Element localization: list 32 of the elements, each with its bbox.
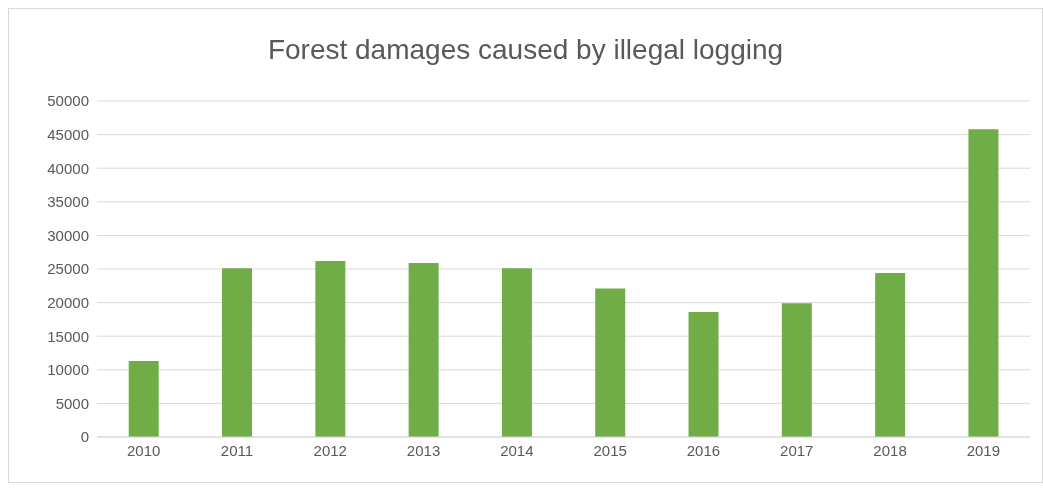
x-tick-label: 2012 [313,441,347,459]
x-tick-label: 2013 [406,441,441,459]
y-tick-label: 10000 [47,361,89,379]
chart-title: Forest damages caused by illegal logging [266,33,785,67]
y-tick-label: 30000 [47,226,89,244]
x-tick-label: 2019 [966,441,1001,459]
y-tick-label: 40000 [47,159,89,177]
x-tick-label: 2016 [686,441,721,459]
bar [222,268,253,437]
bar [501,268,532,437]
y-tick-label: 5000 [55,394,89,412]
x-tick-label: 2015 [593,441,627,459]
y-tick-label: 50000 [47,92,89,110]
bar [688,312,719,437]
x-tick-label: 2010 [126,441,161,459]
y-tick-label: 25000 [47,260,89,278]
bar [315,260,346,437]
x-tick-label: 2018 [873,441,907,459]
y-tick-label: 20000 [47,293,89,311]
x-tick-label: 2017 [780,441,814,459]
bar [968,129,999,437]
x-tick-label: 2014 [500,441,534,459]
bar [408,262,439,437]
y-tick-label: 0 [80,428,89,446]
x-tick-label: 2011 [220,441,254,459]
bar [128,361,159,437]
bar [875,273,906,437]
bar [781,303,812,437]
bar [595,288,626,437]
y-tick-label: 35000 [47,193,89,211]
y-tick-label: 45000 [47,125,89,143]
y-tick-label: 15000 [47,327,89,345]
